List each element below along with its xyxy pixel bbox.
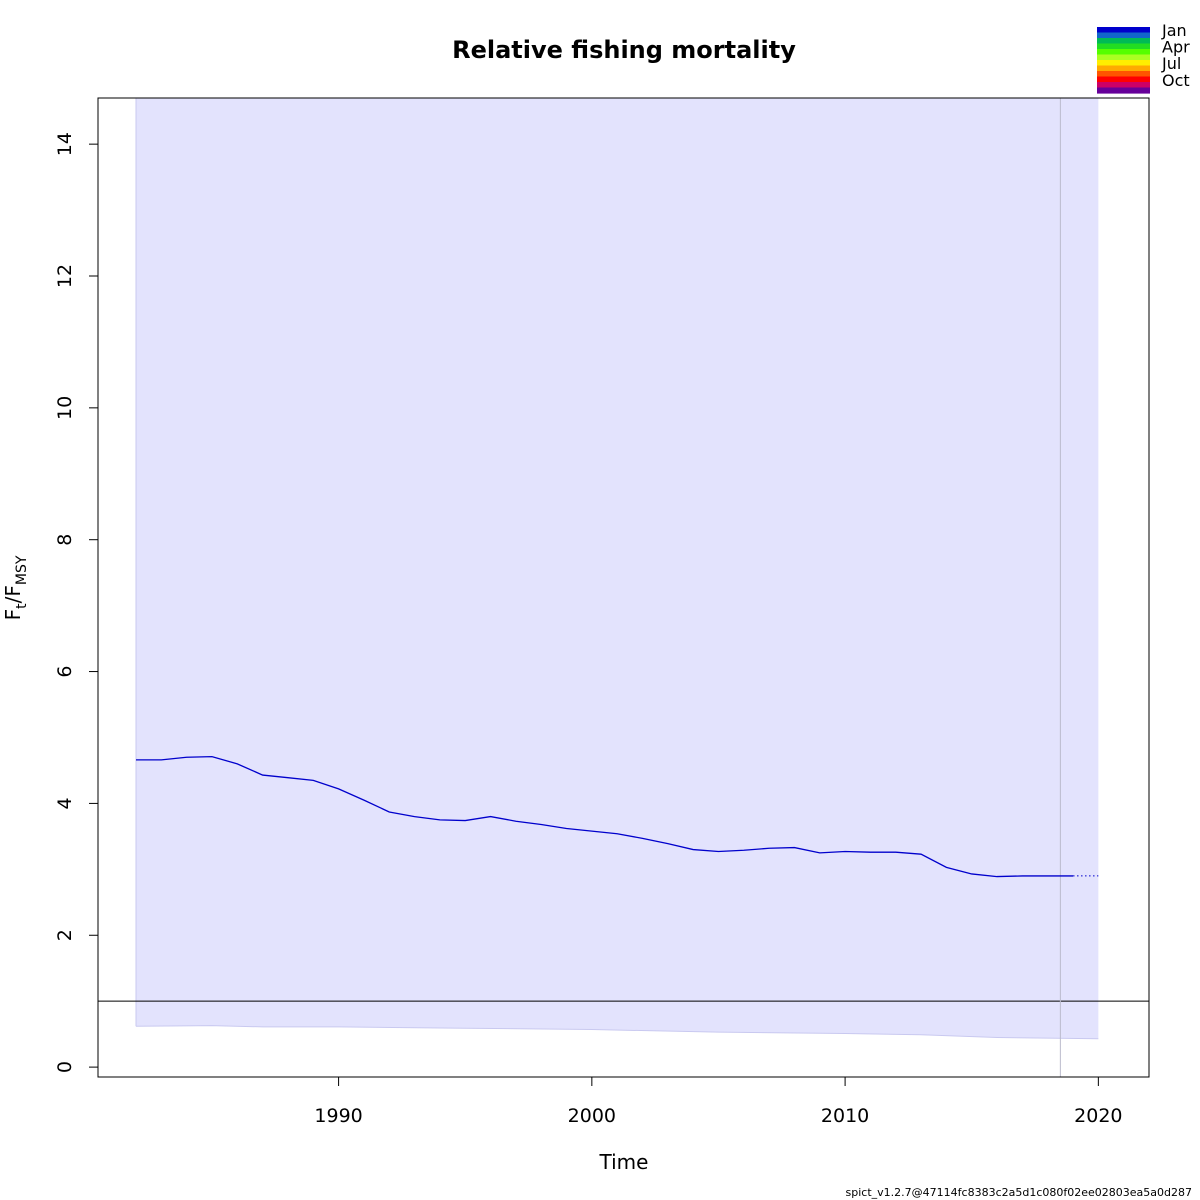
legend-swatch: [1097, 65, 1150, 72]
y-axis-label-sep: /F: [1, 585, 25, 603]
y-axis-label-sub2: MSY: [14, 555, 30, 585]
legend-swatch: [1097, 76, 1150, 83]
x-tick-label: 2020: [1074, 1105, 1122, 1127]
legend-swatch: [1097, 82, 1150, 89]
y-tick-label: 0: [54, 1061, 76, 1073]
legend-swatch: [1097, 71, 1150, 78]
legend-swatch: [1097, 43, 1150, 50]
plot-area: [98, 98, 1149, 1077]
y-axis-label-sub1: t: [14, 603, 30, 609]
legend-swatch: [1097, 60, 1150, 67]
legend-label: Jul: [1161, 54, 1181, 73]
y-tick-label: 4: [54, 797, 76, 809]
y-tick-label: 14: [54, 132, 76, 156]
legend-swatch: [1097, 87, 1150, 94]
legend-swatch: [1097, 38, 1150, 45]
y-axis: 0 2 4 6 8 10 12 14: [54, 132, 99, 1073]
x-tick-label: 2000: [568, 1105, 616, 1127]
legend-label: Jan: [1161, 21, 1187, 40]
legend-label: Oct: [1162, 71, 1190, 90]
x-tick-label: 1990: [314, 1105, 362, 1127]
y-tick-label: 2: [54, 929, 76, 941]
y-tick-label: 12: [54, 264, 76, 288]
y-tick-label: 6: [54, 666, 76, 678]
y-axis-label-main: F: [1, 609, 25, 621]
y-tick-label: 8: [54, 534, 76, 546]
chart-title: Relative fishing mortality: [452, 36, 796, 64]
legend-label: Apr: [1162, 38, 1190, 57]
confidence-band-lower-edge: [135, 1025, 1099, 1040]
x-axis-label: Time: [599, 1150, 649, 1174]
x-tick-label: 2010: [821, 1105, 869, 1127]
legend-swatch: [1097, 54, 1150, 61]
legend-swatch: [1097, 27, 1150, 34]
legend-swatch: [1097, 32, 1150, 39]
x-axis: 1990 2000 2010 2020: [314, 1076, 1123, 1127]
y-axis-label: Ft/FMSY: [1, 555, 30, 620]
legend-swatch: [1097, 49, 1150, 56]
footer-version: spict_v1.2.7@47114fc8383c2a5d1c080f02ee0…: [846, 1186, 1192, 1199]
y-tick-label: 10: [54, 396, 76, 420]
series-line-estimate: [135, 755, 1074, 878]
confidence-band: [135, 98, 1099, 1039]
